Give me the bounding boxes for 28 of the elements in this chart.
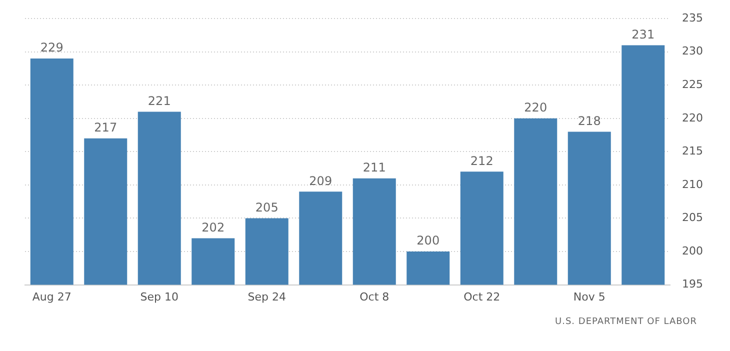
x-tick-label: Nov 5 (573, 290, 606, 304)
x-tick-label: Oct 8 (360, 290, 390, 304)
data-label: 212 (470, 154, 494, 168)
data-label: 229 (40, 40, 64, 55)
y-tick-label: 225 (682, 78, 704, 92)
data-label: 200 (416, 234, 440, 248)
y-tick-label: 215 (682, 144, 704, 158)
data-label: 211 (362, 160, 386, 174)
data-label: 220 (524, 100, 548, 115)
data-label: 217 (94, 120, 118, 135)
data-label: 221 (148, 94, 171, 108)
x-tick-label: Sep 24 (248, 290, 286, 304)
y-tick-label: 195 (682, 278, 704, 291)
data-label: 209 (309, 174, 332, 188)
y-tick-label: 205 (682, 211, 704, 224)
data-label: 231 (632, 27, 655, 42)
data-label: 218 (578, 114, 601, 128)
text: U.S. DEPARTMENT OF LABOR (555, 317, 697, 327)
data-label: 205 (255, 200, 278, 214)
y-tick-label: 210 (682, 178, 704, 191)
x-tick-label: Oct 22 (464, 290, 500, 304)
y-tick-label: 200 (682, 244, 704, 258)
x-tick-label: Aug 27 (32, 290, 72, 304)
y-tick-label: 235 (682, 11, 704, 24)
data-label: 202 (202, 220, 225, 234)
y-tick-label: 230 (682, 44, 704, 58)
x-tick-label: Sep 10 (140, 290, 178, 304)
y-tick-label: 220 (682, 111, 704, 124)
